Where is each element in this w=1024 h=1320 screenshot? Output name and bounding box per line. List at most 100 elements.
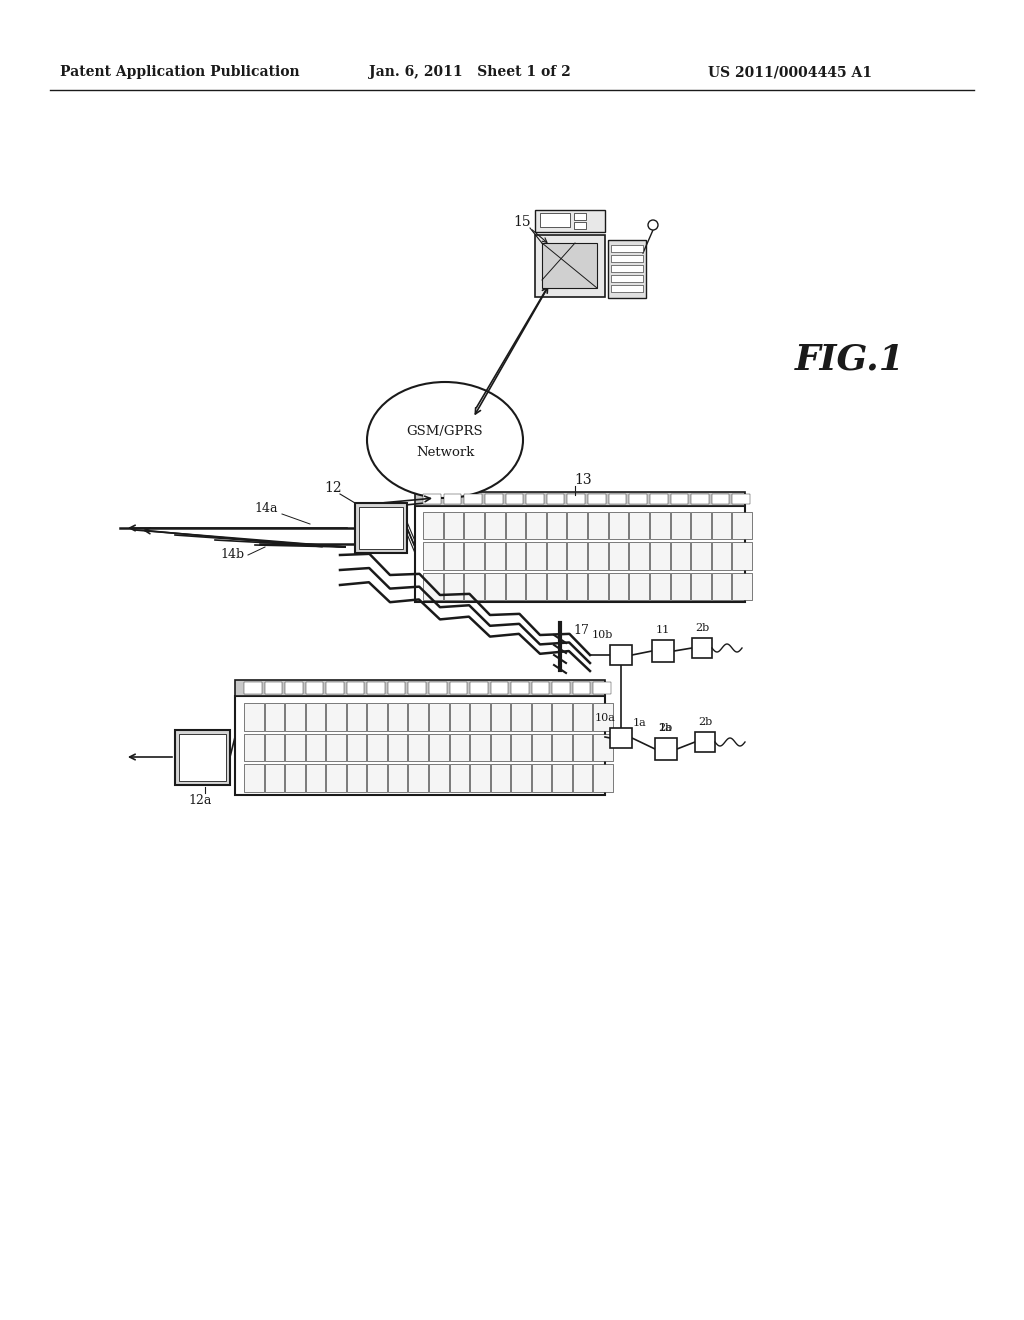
Bar — [588, 543, 607, 570]
Bar — [409, 734, 428, 762]
Bar — [526, 543, 546, 570]
Bar — [691, 543, 711, 570]
Bar — [511, 704, 530, 731]
Bar — [179, 734, 226, 781]
Bar — [574, 222, 586, 228]
Bar — [470, 734, 489, 762]
Bar — [630, 573, 649, 601]
Bar — [506, 494, 523, 504]
Bar — [285, 704, 305, 731]
Text: 1a: 1a — [633, 718, 647, 729]
Bar — [388, 682, 406, 694]
Text: 12a: 12a — [188, 793, 212, 807]
Bar — [691, 573, 711, 601]
Bar — [285, 764, 305, 792]
Bar — [531, 704, 551, 731]
Circle shape — [648, 220, 658, 230]
Text: 12: 12 — [325, 480, 342, 495]
Text: US 2011/0004445 A1: US 2011/0004445 A1 — [708, 65, 872, 79]
Bar — [388, 764, 408, 792]
Text: 10b: 10b — [591, 630, 612, 640]
Text: 13: 13 — [574, 473, 592, 487]
Bar — [285, 734, 305, 762]
Bar — [712, 494, 729, 504]
Bar — [464, 494, 482, 504]
Bar — [347, 682, 365, 694]
Bar — [506, 573, 525, 601]
Bar — [732, 543, 752, 570]
Bar — [415, 506, 745, 602]
Bar — [572, 704, 593, 731]
Bar — [630, 543, 649, 570]
Bar — [608, 573, 629, 601]
Bar — [526, 512, 546, 540]
Bar — [429, 764, 449, 792]
Text: 2b: 2b — [698, 717, 712, 727]
Bar — [691, 512, 711, 540]
Bar — [552, 734, 571, 762]
Bar — [712, 573, 731, 601]
Bar — [526, 494, 544, 504]
Bar — [572, 734, 593, 762]
Bar — [511, 764, 530, 792]
Bar — [464, 573, 484, 601]
Bar — [485, 543, 505, 570]
Bar — [610, 729, 632, 748]
Bar — [531, 734, 551, 762]
Bar — [327, 682, 344, 694]
Bar — [443, 512, 463, 540]
Bar — [630, 512, 649, 540]
Bar — [588, 573, 607, 601]
Bar — [450, 704, 469, 731]
Bar — [547, 573, 566, 601]
Bar — [470, 682, 487, 694]
Bar — [692, 638, 712, 657]
Bar — [567, 573, 587, 601]
Bar — [695, 733, 715, 752]
Bar — [671, 573, 690, 601]
Polygon shape — [234, 680, 605, 696]
Bar — [572, 682, 591, 694]
Bar — [429, 682, 446, 694]
Text: 15: 15 — [513, 215, 530, 228]
Bar — [574, 213, 586, 220]
Bar — [464, 543, 484, 570]
Bar — [175, 730, 230, 785]
Bar — [485, 512, 505, 540]
Bar — [388, 734, 408, 762]
Bar — [610, 645, 632, 665]
Bar — [409, 704, 428, 731]
Bar — [671, 543, 690, 570]
Text: FIG.1: FIG.1 — [795, 343, 905, 378]
Bar — [306, 682, 324, 694]
Text: 1b: 1b — [658, 723, 673, 733]
Bar — [732, 512, 752, 540]
Bar — [572, 764, 593, 792]
Bar — [327, 704, 346, 731]
Text: 2b: 2b — [695, 623, 710, 634]
Bar — [594, 734, 613, 762]
Bar — [450, 764, 469, 792]
Bar — [429, 704, 449, 731]
Bar — [611, 275, 643, 282]
Bar — [611, 265, 643, 272]
Bar — [732, 494, 750, 504]
Bar — [542, 243, 597, 288]
Bar — [355, 503, 407, 553]
Text: Patent Application Publication: Patent Application Publication — [60, 65, 300, 79]
Bar — [464, 512, 484, 540]
Text: GSM/GPRS: GSM/GPRS — [407, 425, 483, 438]
Bar — [650, 573, 670, 601]
Bar — [423, 543, 442, 570]
Bar — [531, 764, 551, 792]
Bar — [388, 704, 408, 731]
Bar — [650, 543, 670, 570]
Bar — [490, 682, 508, 694]
Bar — [443, 543, 463, 570]
Bar — [588, 494, 605, 504]
Bar — [409, 682, 426, 694]
Polygon shape — [415, 492, 745, 506]
Bar — [594, 704, 613, 731]
Bar — [244, 734, 263, 762]
Bar — [611, 255, 643, 261]
